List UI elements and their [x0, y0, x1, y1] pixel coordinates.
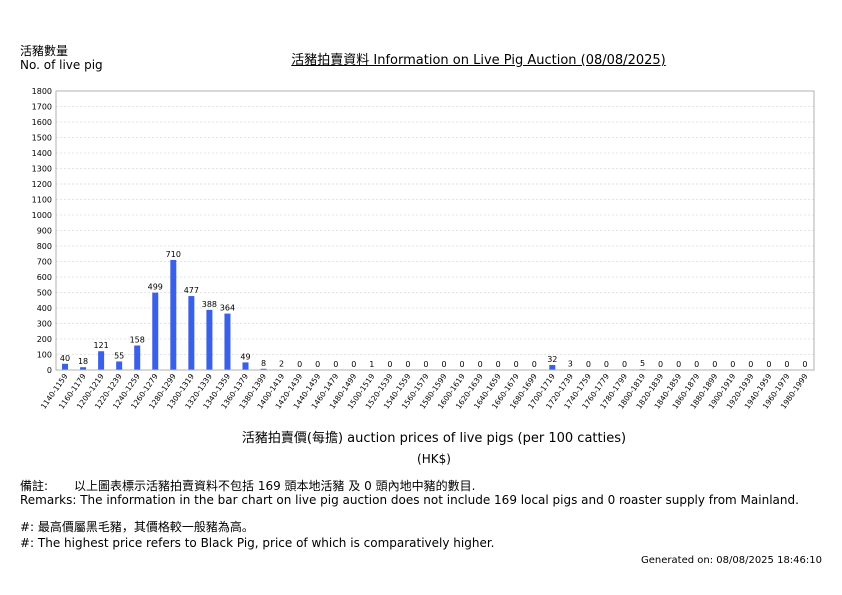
- y-tick-label: 1600: [32, 118, 52, 127]
- value-label: 0: [730, 360, 735, 369]
- value-label: 18: [78, 357, 88, 366]
- value-label: 0: [387, 360, 392, 369]
- remarks-zh: 以上圖表標示活豬拍賣資料不包括 169 頭本地活豬 及 0 頭內地中豬的數目.: [74, 479, 476, 493]
- bar: [116, 361, 123, 370]
- bar: [224, 313, 231, 370]
- y-tick-label: 900: [37, 227, 52, 236]
- bar: [206, 309, 213, 370]
- grid-layer: [56, 106, 814, 355]
- y-tick-label: 1200: [32, 180, 52, 189]
- value-label: 158: [130, 336, 145, 345]
- bars: [62, 259, 646, 370]
- y-tick-label: 500: [37, 289, 52, 298]
- value-label: 0: [712, 360, 717, 369]
- value-label: 0: [676, 360, 681, 369]
- generated-timestamp: Generated on: 08/08/2025 18:46:10: [641, 555, 822, 566]
- value-label: 0: [478, 360, 483, 369]
- value-label: 710: [166, 250, 181, 259]
- y-axis-label-en: No. of live pig: [20, 58, 103, 72]
- y-tick-label: 400: [37, 304, 52, 313]
- value-label: 0: [351, 360, 356, 369]
- value-label: 8: [261, 359, 266, 368]
- bar: [170, 259, 177, 370]
- value-label: 40: [60, 354, 70, 363]
- unit-label: (HK$): [417, 452, 451, 466]
- y-tick-label: 100: [37, 351, 52, 360]
- y-tick-label: 200: [37, 335, 52, 344]
- value-label: 0: [333, 360, 338, 369]
- y-tick-label: 1300: [32, 165, 52, 174]
- value-label: 0: [622, 360, 627, 369]
- value-label: 364: [220, 304, 235, 313]
- value-label: 0: [532, 360, 537, 369]
- value-label: 477: [184, 286, 199, 295]
- x-axis-label: 活豬拍賣價(每擔) auction prices of live pigs (p…: [241, 431, 627, 446]
- y-axis-label-zh: 活豬數量: [20, 44, 69, 58]
- y-tick-label: 1400: [32, 149, 52, 158]
- value-label: 499: [148, 283, 163, 292]
- bar: [549, 365, 556, 370]
- y-tick-label: 0: [47, 366, 52, 375]
- bar: [242, 362, 249, 370]
- note-en: #: The highest price refers to Black Pig…: [20, 536, 495, 550]
- value-label: 0: [514, 360, 519, 369]
- y-tick-label: 1800: [32, 87, 52, 96]
- y-tick-label: 600: [37, 273, 52, 282]
- value-label: 0: [694, 360, 699, 369]
- value-label: 1: [369, 360, 374, 369]
- remarks-en: Remarks: The information in the bar char…: [20, 493, 799, 507]
- value-label: 49: [240, 352, 250, 361]
- bar: [62, 363, 69, 370]
- bar: [152, 292, 159, 370]
- value-label: 0: [604, 360, 609, 369]
- value-label: 0: [766, 360, 771, 369]
- value-label: 0: [460, 360, 465, 369]
- bar: [98, 351, 105, 370]
- value-label: 0: [297, 360, 302, 369]
- value-label: 32: [547, 355, 557, 364]
- y-tick-label: 300: [37, 320, 52, 329]
- x-tick-labels: 1140-11591160-11791200-12191220-12391240…: [39, 372, 810, 411]
- value-label: 0: [441, 360, 446, 369]
- value-label: 0: [315, 360, 320, 369]
- value-label: 0: [405, 360, 410, 369]
- value-label: 0: [748, 360, 753, 369]
- value-label: 3: [568, 360, 573, 369]
- remarks-zh-label: 備註:: [20, 479, 49, 493]
- value-label: 0: [802, 360, 807, 369]
- chart-title: 活豬拍賣資料 Information on Live Pig Auction (…: [291, 53, 666, 68]
- value-label: 55: [114, 351, 124, 360]
- y-tick-label: 800: [37, 242, 52, 251]
- value-label: 5: [640, 359, 645, 368]
- value-label: 121: [93, 341, 108, 350]
- bar: [260, 368, 267, 370]
- y-tick-label: 1100: [32, 196, 52, 205]
- y-tick-label: 700: [37, 258, 52, 267]
- value-label: 0: [658, 360, 663, 369]
- value-label: 0: [784, 360, 789, 369]
- y-tick-label: 1700: [32, 103, 52, 112]
- value-label: 388: [202, 300, 217, 309]
- y-tick-labels: 0 100 200 300 400 500 600 700 800 900 1000 1100 1200…: [32, 87, 52, 375]
- bar: [80, 367, 87, 370]
- value-label: 2: [279, 360, 284, 369]
- y-tick-label: 1500: [32, 134, 52, 143]
- plot-frame: [55, 90, 815, 371]
- bar: [134, 345, 141, 370]
- value-label: 0: [586, 360, 591, 369]
- value-label: 0: [496, 360, 501, 369]
- bar: [188, 296, 195, 370]
- note-zh: #: 最高價屬黑毛豬，其價格較一般豬為高。: [20, 520, 254, 534]
- y-tick-label: 1000: [32, 211, 52, 220]
- value-label: 0: [423, 360, 428, 369]
